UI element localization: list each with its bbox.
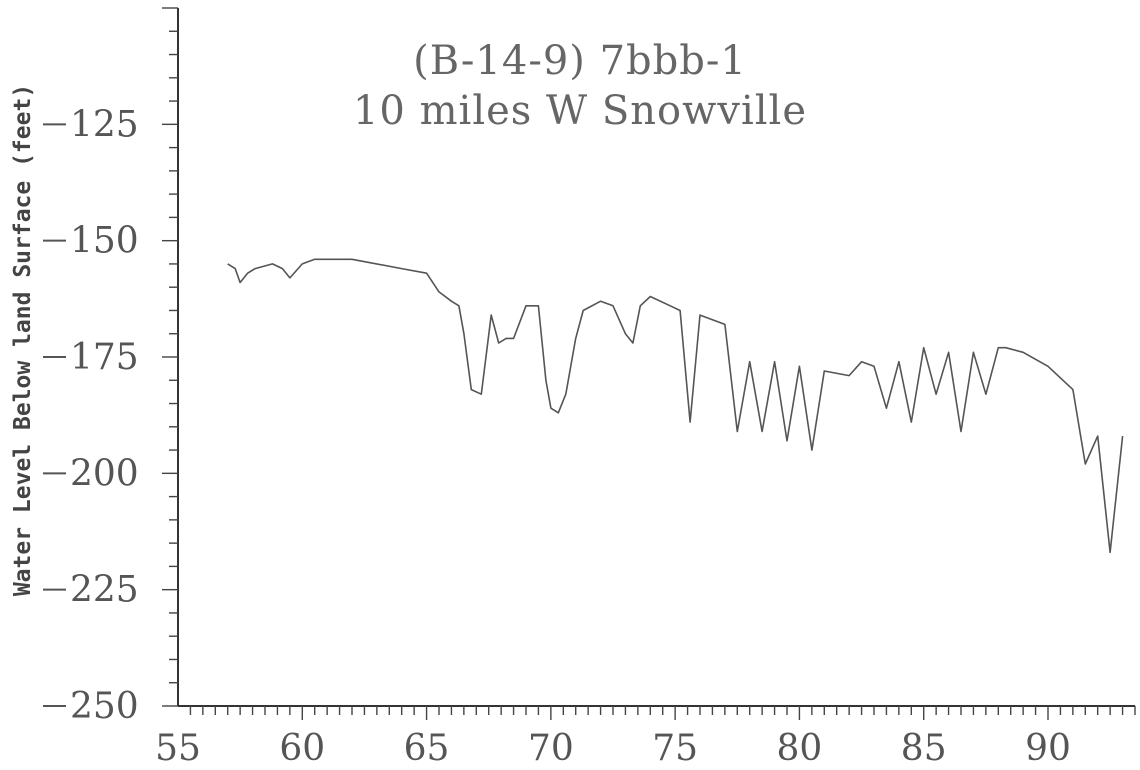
x-tick-label: 90 bbox=[1025, 728, 1071, 769]
x-axis-tick-labels: 55 60 65 70 75 80 85 90 bbox=[155, 728, 1071, 769]
y-tick-label: 250 bbox=[70, 686, 139, 727]
chart-title-line-1: (B-14-9) 7bbb-1 bbox=[413, 38, 747, 84]
x-tick-label: 60 bbox=[279, 728, 325, 769]
chart-title-line-2: 10 miles W Snowville bbox=[353, 88, 807, 134]
x-tick-label: 80 bbox=[777, 728, 823, 769]
y-axis-ticks bbox=[162, 7, 178, 707]
series-group bbox=[227, 258, 1124, 554]
y-tick-label: 175 bbox=[70, 337, 139, 378]
y-tick-label: 200 bbox=[70, 453, 139, 494]
x-tick-label: 65 bbox=[404, 728, 450, 769]
x-tick-label: 75 bbox=[652, 728, 698, 769]
x-tick-label: 85 bbox=[901, 728, 947, 769]
x-tick-label: 55 bbox=[155, 728, 201, 769]
y-tick-label: 125 bbox=[70, 104, 139, 145]
x-axis-ticks bbox=[189, 706, 1136, 720]
y-tick-label: 225 bbox=[70, 570, 139, 611]
y-axis-tick-labels: 125 150 175 200 225 250 bbox=[43, 104, 139, 727]
water-level-series-line bbox=[227, 258, 1124, 554]
y-tick-label: 150 bbox=[70, 221, 139, 262]
x-tick-label: 70 bbox=[528, 728, 574, 769]
y-axis-title: Water Level Below land Surface (feet) bbox=[10, 84, 36, 596]
